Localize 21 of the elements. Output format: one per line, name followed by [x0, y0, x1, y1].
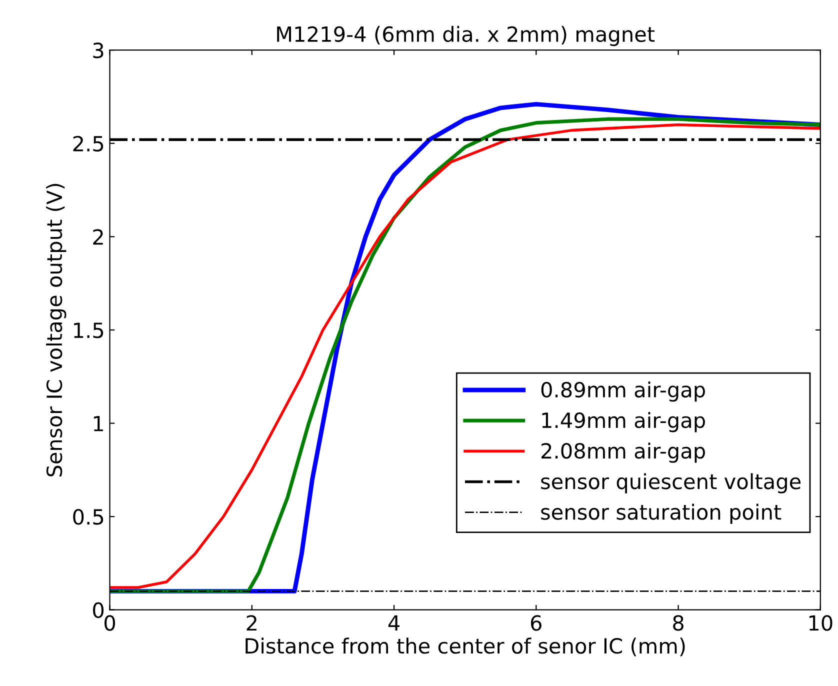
y-tick-label: 2 — [93, 229, 103, 245]
chart-title: M1219-4 (6mm dia. x 2mm) magnet — [277, 26, 655, 46]
legend-label: sensor saturation point — [541, 504, 782, 524]
x-axis-title: Distance from the center of senor IC (mm) — [246, 638, 685, 656]
legend-label: 1.49mm air-gap — [542, 412, 705, 432]
y-tick-label: 3 — [93, 42, 104, 58]
y-axis-title: Sensor IC voltage output (V) — [46, 184, 66, 476]
y-tick-label: 0 — [93, 602, 104, 618]
x-tick-label: 4 — [388, 615, 400, 631]
legend-label: 0.89mm air-gap — [541, 381, 705, 402]
legend-label: 2.08mm air-gap — [542, 442, 705, 463]
y-tick-label: 0.5 — [73, 509, 104, 525]
x-tick-label: 6 — [530, 615, 542, 631]
y-tick-label: 2.5 — [73, 136, 104, 152]
x-tick-label: 8 — [673, 615, 684, 631]
legend-label: sensor quiescent voltage — [541, 473, 801, 494]
x-tick-label: 10 — [809, 615, 832, 631]
y-tick-label: 1.5 — [74, 322, 104, 338]
y-tick-label: 1 — [94, 416, 103, 432]
x-tick-label: 2 — [246, 615, 256, 631]
x-tick-label: 0 — [104, 615, 116, 631]
